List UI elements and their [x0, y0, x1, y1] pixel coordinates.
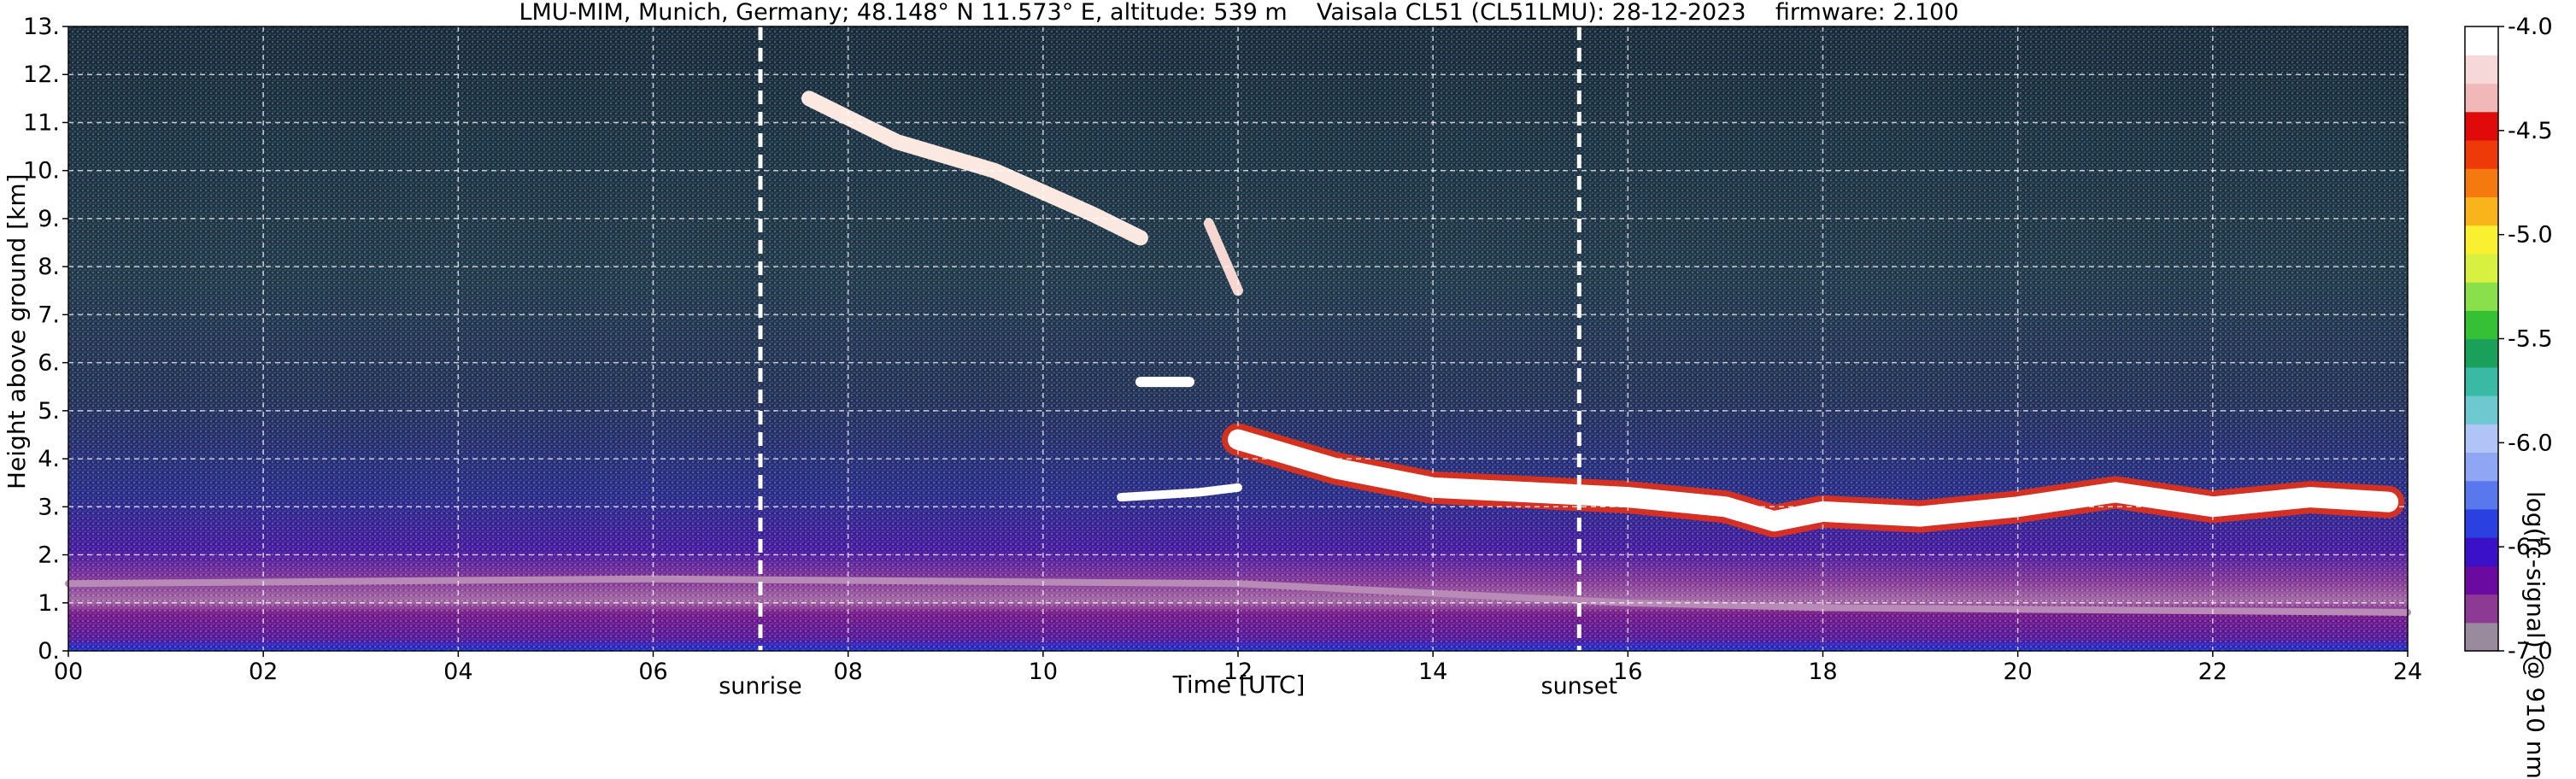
x-tick-label: 16	[1613, 659, 1642, 685]
colorbar-swatch	[2465, 111, 2498, 141]
x-tick-label: 14	[1418, 659, 1447, 685]
y-tick-label: 12.	[23, 62, 60, 88]
feature-3	[1117, 483, 1242, 502]
x-tick-label: 24	[2393, 659, 2422, 685]
x-tick-label: 04	[443, 659, 472, 685]
x-tick-label: 02	[249, 659, 278, 685]
colorbar-swatch	[2465, 253, 2498, 283]
colorbar-tick-label: -5.0	[2508, 222, 2553, 249]
event-label-sunrise: sunrise	[719, 673, 802, 700]
x-axis-title: Time [UTC]	[1172, 671, 1306, 699]
feature-4	[1228, 429, 2399, 532]
x-tick-label: 00	[54, 659, 83, 685]
colorbar-tick-label: -6.0	[2508, 430, 2553, 456]
y-tick-label: 3.	[38, 494, 60, 520]
colorbar-swatch	[2465, 424, 2498, 454]
y-tick-label: 2.	[38, 542, 60, 569]
colorbar-swatch	[2465, 168, 2498, 197]
chart-svg: sunrise sunset 00 02 04 06 08 10 12 14 16 18 20 22 24…	[23, 14, 2553, 700]
y-tick-label: 11.	[23, 109, 60, 136]
x-tick-label: 12	[1223, 659, 1253, 685]
colorbar-swatch	[2465, 196, 2498, 226]
colorbar-swatch	[2465, 310, 2498, 340]
y-tick-label: 13.	[23, 14, 60, 40]
x-tick-label: 10	[1029, 659, 1058, 685]
colorbar-tick-label: -6.5	[2508, 534, 2553, 560]
x-tick-label: 22	[2198, 659, 2227, 685]
colorbar-swatch	[2465, 452, 2498, 482]
colorbar-tick-label: -7.0	[2508, 638, 2553, 665]
y-tick-label: 6.	[38, 350, 60, 377]
feature-1	[1203, 218, 1243, 296]
colorbar-swatch	[2465, 55, 2498, 85]
y-tick-label: 4.	[38, 446, 60, 472]
colorbar-tick-label: -4.5	[2508, 118, 2553, 144]
y-tick-label: 7.	[38, 302, 60, 328]
x-tick-label: 18	[1808, 659, 1837, 685]
colorbar-swatch	[2465, 26, 2498, 56]
colorbar-swatch	[2465, 83, 2498, 113]
colorbar-swatch	[2465, 594, 2498, 624]
colorbar-swatch	[2465, 139, 2498, 169]
colorbar-swatch	[2465, 338, 2498, 368]
colorbar-swatch	[2465, 366, 2498, 396]
axes: 00 02 04 06 08 10 12 14 16 18 20 22 24 0. 1. 2. 3. 4. 5. 6.…	[23, 14, 2422, 685]
x-tick-label: 06	[638, 659, 667, 685]
x-tick-label: 20	[2003, 659, 2032, 685]
colorbar-swatch	[2465, 225, 2498, 255]
colorbar-swatch	[2465, 395, 2498, 425]
y-tick-label: 5.	[38, 398, 60, 425]
colorbar-tick-label: -4.0	[2508, 14, 2553, 40]
ceilometer-chart: LMU-MIM, Munich, Germany; 48.148° N 11.5…	[3, 0, 2553, 779]
colorbar: -4.0 -4.5 -5.0 -5.5 -6.0 -6.5 -7.0	[2464, 14, 2553, 665]
y-tick-label: 1.	[38, 590, 60, 617]
y-tick-label: 0.	[38, 638, 60, 665]
event-markers: sunrise sunset	[719, 26, 1617, 700]
colorbar-swatch	[2465, 282, 2498, 311]
colorbar-tick-label: -5.5	[2508, 326, 2553, 353]
chart-title: LMU-MIM, Munich, Germany; 48.148° N 11.5…	[519, 0, 1959, 26]
colorbar-swatch	[2465, 622, 2498, 652]
y-tick-label: 10.	[23, 158, 60, 184]
colorbar-swatch	[2465, 537, 2498, 566]
colorbar-swatch	[2465, 480, 2498, 510]
colorbar-swatch	[2465, 565, 2498, 595]
y-tick-label: 9.	[38, 206, 60, 232]
colorbar-swatch	[2465, 508, 2498, 538]
y-tick-label: 8.	[38, 254, 60, 280]
x-tick-label: 08	[833, 659, 862, 685]
event-label-sunset: sunset	[1541, 673, 1618, 700]
